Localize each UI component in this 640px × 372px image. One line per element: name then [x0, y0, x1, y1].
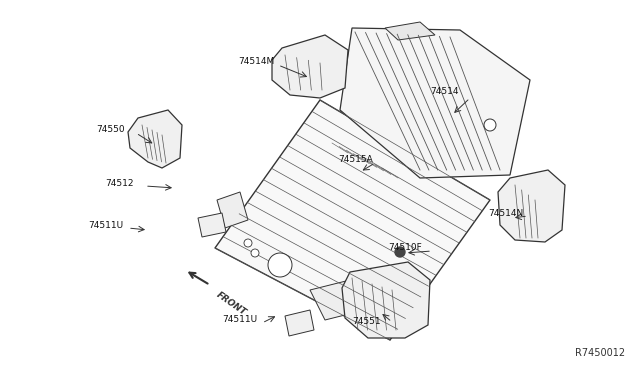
Text: 74510F: 74510F [388, 244, 422, 253]
Circle shape [484, 119, 496, 131]
Polygon shape [385, 22, 435, 40]
Circle shape [395, 247, 405, 257]
Polygon shape [128, 110, 182, 168]
Polygon shape [198, 213, 226, 237]
Polygon shape [340, 28, 530, 178]
Circle shape [244, 239, 252, 247]
Polygon shape [285, 310, 314, 336]
Circle shape [268, 253, 292, 277]
Circle shape [251, 249, 259, 257]
Text: 74512: 74512 [105, 179, 134, 187]
Polygon shape [272, 35, 348, 98]
Text: R7450012: R7450012 [575, 348, 625, 358]
Polygon shape [342, 262, 430, 338]
Text: 74551: 74551 [352, 317, 381, 327]
Text: 74511U: 74511U [88, 221, 123, 230]
Polygon shape [310, 280, 365, 320]
Polygon shape [217, 192, 248, 228]
Text: 74514N: 74514N [488, 208, 524, 218]
Text: 74514: 74514 [430, 87, 458, 96]
Text: FRONT: FRONT [215, 290, 248, 317]
Text: 74515A: 74515A [338, 155, 372, 164]
Text: 74514M: 74514M [238, 58, 275, 67]
Polygon shape [498, 170, 565, 242]
Polygon shape [215, 100, 490, 340]
Text: 74511U: 74511U [222, 315, 257, 324]
Text: 74550: 74550 [96, 125, 125, 135]
